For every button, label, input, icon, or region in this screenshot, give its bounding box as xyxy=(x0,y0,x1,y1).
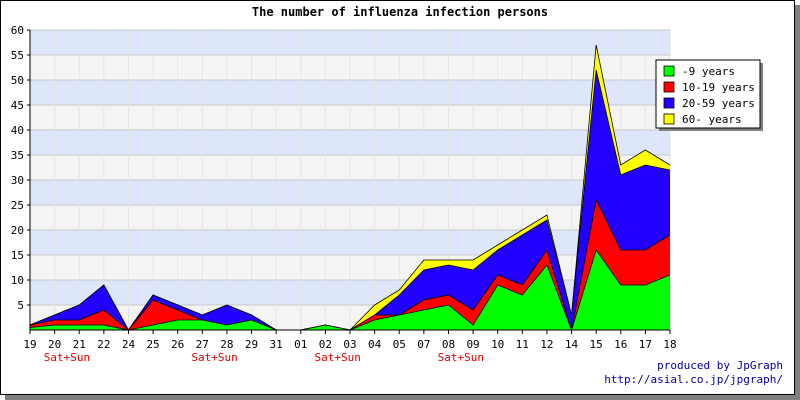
y-tick-label: 20 xyxy=(11,224,24,237)
legend-label: 10-19 years xyxy=(682,81,755,94)
x-tick-label: 21 xyxy=(73,338,86,351)
x-tick-label: 07 xyxy=(417,338,430,351)
x-tick-label: 15 xyxy=(590,338,603,351)
x-tick-label: 14 xyxy=(565,338,579,351)
x-tick-label: 04 xyxy=(368,338,382,351)
x-tick-label: 02 xyxy=(319,338,332,351)
legend-label: 60- years xyxy=(682,113,742,126)
x-tick-label: 09 xyxy=(466,338,479,351)
x-tick-label: 25 xyxy=(146,338,159,351)
x-tick-label: 01 xyxy=(294,338,307,351)
x-tick-label: 08 xyxy=(442,338,455,351)
x-tick-label: 28 xyxy=(220,338,233,351)
series-area-0 xyxy=(30,250,670,330)
y-tick-label: 25 xyxy=(11,199,24,212)
x-tick-label: 24 xyxy=(122,338,136,351)
legend-label: 20-59 years xyxy=(682,97,755,110)
legend-swatch xyxy=(663,65,675,77)
y-tick-label: 60 xyxy=(11,24,24,37)
legend-swatch xyxy=(663,81,675,93)
x-tick-label: 11 xyxy=(516,338,529,351)
y-tick-label: 30 xyxy=(11,174,24,187)
legend-label: -9 years xyxy=(682,65,735,78)
x-tick-label: 19 xyxy=(23,338,36,351)
credit-line-2: http://asial.co.jp/jpgraph/ xyxy=(604,373,783,386)
legend-swatch xyxy=(663,113,675,125)
weekend-label: Sat+Sun xyxy=(191,351,237,364)
legend-swatch xyxy=(663,97,675,109)
weekend-label: Sat+Sun xyxy=(44,351,90,364)
chart-title: The number of influenza infection person… xyxy=(252,5,548,19)
x-tick-label: 03 xyxy=(343,338,356,351)
credit-line-1: produced by JpGraph xyxy=(657,359,783,372)
y-tick-label: 50 xyxy=(11,74,24,87)
x-tick-label: 10 xyxy=(491,338,504,351)
y-tick-label: 40 xyxy=(11,124,24,137)
x-tick-label: 22 xyxy=(97,338,110,351)
y-tick-label: 45 xyxy=(11,99,24,112)
x-tick-label: 31 xyxy=(270,338,283,351)
x-tick-label: 29 xyxy=(245,338,258,351)
y-tick-label: 5 xyxy=(17,299,24,312)
x-tick-label: 16 xyxy=(614,338,627,351)
y-tick-label: 35 xyxy=(11,149,24,162)
y-tick-label: 55 xyxy=(11,49,24,62)
x-tick-label: 27 xyxy=(196,338,209,351)
x-tick-label: 20 xyxy=(48,338,61,351)
y-tick-label: 10 xyxy=(11,274,24,287)
weekend-label: Sat+Sun xyxy=(438,351,484,364)
x-tick-label: 17 xyxy=(639,338,652,351)
x-tick-label: 26 xyxy=(171,338,184,351)
weekend-label: Sat+Sun xyxy=(315,351,361,364)
y-tick-label: 15 xyxy=(11,249,24,262)
credit-text: produced by JpGraph http://asial.co.jp/j… xyxy=(604,359,783,387)
x-tick-label: 18 xyxy=(663,338,676,351)
x-tick-label: 12 xyxy=(540,338,553,351)
series-area-2 xyxy=(30,70,670,330)
x-tick-label: 05 xyxy=(393,338,406,351)
